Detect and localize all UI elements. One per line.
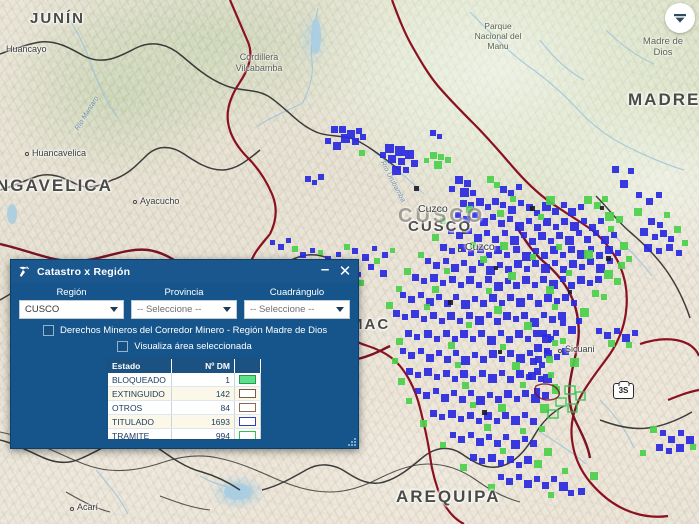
provincia-select[interactable]: -- Seleccione -- [131, 300, 237, 319]
chevron-down-icon [223, 307, 231, 312]
color-swatch [239, 389, 256, 398]
corredor-checkbox-row[interactable]: Derechos Mineros del Corredor Minero - R… [19, 325, 350, 336]
cuadrangulo-select-value: -- Seleccione -- [250, 304, 315, 315]
cell-swatch [234, 373, 261, 387]
header-numero-dm[interactable]: Nº DM [171, 359, 236, 373]
cell-estado: TRAMITE [108, 428, 172, 439]
region-selector-group: Región CUSCO [19, 287, 124, 319]
region-select-value: CUSCO [25, 304, 60, 315]
cuadrangulo-selector-group: Cuadrángulo -- Seleccione -- [244, 287, 350, 319]
minimize-button[interactable]: – [320, 260, 330, 278]
header-swatch [234, 359, 261, 373]
cuadrangulo-select[interactable]: -- Seleccione -- [244, 300, 350, 319]
area-checkbox[interactable] [117, 341, 129, 352]
dialog-titlebar[interactable]: Catastro x Región – ✕ [11, 260, 358, 283]
pickaxe-icon [19, 265, 30, 277]
color-swatch [239, 431, 256, 439]
provincia-label: Provincia [164, 287, 204, 298]
close-button[interactable]: ✕ [338, 263, 352, 280]
provincia-selector-group: Provincia -- Seleccione -- [131, 287, 237, 319]
cell-swatch [234, 400, 261, 415]
region-label: Región [56, 287, 87, 298]
table-body: BLOQUEADO 1 EXTINGUIDO 142 OTROS 84 [108, 373, 261, 439]
cell-estado: TITULADO [108, 414, 172, 429]
table-row[interactable]: TITULADO 1693 [108, 414, 261, 429]
chevron-down-icon [336, 307, 344, 312]
header-estado[interactable]: Estado [108, 359, 172, 373]
chevron-down-icon [674, 13, 686, 23]
dialog-resize-grip[interactable] [345, 435, 356, 446]
provincia-select-value: -- Seleccione -- [137, 304, 202, 315]
route-shield: 3S [613, 383, 634, 399]
color-swatch [239, 375, 256, 384]
table-row[interactable]: OTROS 84 [108, 400, 261, 415]
region-select[interactable]: CUSCO [19, 300, 124, 319]
cell-swatch [234, 428, 261, 439]
estado-table-container[interactable]: Estado Nº DM BLOQUEADO 1 EXTINGUIDO [107, 358, 262, 440]
table-row[interactable]: BLOQUEADO 1 [108, 373, 261, 387]
cell-estado: OTROS [108, 400, 172, 415]
selector-row: Región CUSCO Provincia -- Seleccione -- … [19, 287, 350, 319]
color-swatch [239, 417, 256, 426]
table-row[interactable]: EXTINGUIDO 142 [108, 386, 261, 401]
corredor-checkbox-label: Derechos Mineros del Corredor Minero - R… [60, 325, 328, 336]
area-checkbox-label: Visualiza área seleccionada [134, 341, 252, 352]
dialog-body: Región CUSCO Provincia -- Seleccione -- … [11, 283, 358, 448]
cuadrangulo-label: Cuadrángulo [269, 287, 325, 298]
estado-table: Estado Nº DM BLOQUEADO 1 EXTINGUIDO [108, 359, 261, 439]
cell-dm: 1 [171, 373, 236, 387]
table-header-row: Estado Nº DM [108, 359, 261, 373]
dialog-title: Catastro x Región [37, 265, 131, 278]
cell-swatch [234, 386, 261, 401]
basemap-toggle-button[interactable] [665, 3, 695, 33]
cell-estado: BLOQUEADO [108, 373, 172, 387]
area-checkbox-row[interactable]: Visualiza área seleccionada [19, 341, 350, 352]
cell-dm: 84 [171, 400, 236, 415]
cell-dm: 1693 [171, 414, 236, 429]
cell-estado: EXTINGUIDO [108, 386, 172, 401]
catastro-dialog[interactable]: Catastro x Región – ✕ Región CUSCO Provi… [10, 259, 359, 449]
corredor-checkbox[interactable] [43, 325, 54, 336]
cell-dm: 994 [171, 428, 236, 439]
cell-dm: 142 [171, 386, 236, 401]
color-swatch [239, 403, 256, 412]
cell-swatch [234, 414, 261, 429]
chevron-down-icon [110, 307, 118, 312]
table-row[interactable]: TRAMITE 994 [108, 428, 261, 439]
